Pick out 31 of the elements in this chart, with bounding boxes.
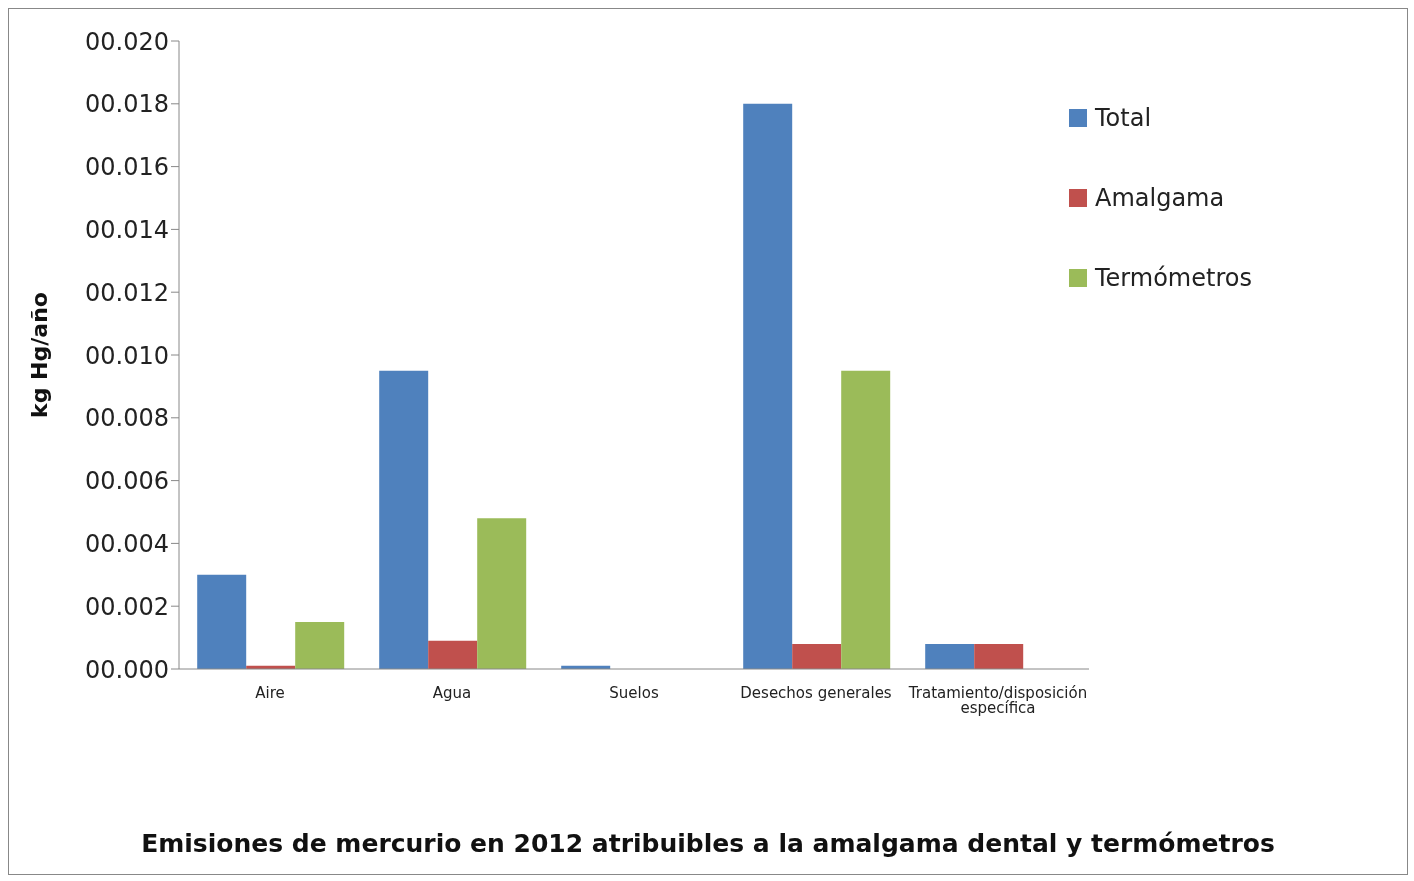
y-tick-label: 00.008 (85, 404, 169, 433)
y-axis-title: kg Hg/año (26, 292, 52, 418)
y-tick-label: 00.010 (85, 341, 169, 370)
y-tick-label: 00.012 (85, 278, 169, 307)
x-tick-label: Tratamiento/disposición específica (907, 683, 1088, 717)
text: Emisiones de mercurio en 2012 atribuibles a la amalgama dental y termómetros (140, 829, 1276, 858)
bar (974, 643, 1024, 669)
legend-label: Amalgama (1094, 184, 1226, 212)
bar (295, 621, 345, 669)
bar (792, 643, 842, 669)
bar (841, 370, 891, 669)
bar (379, 370, 429, 669)
x-tick-label: Suelos (609, 683, 659, 702)
y-tick-label: 00.002 (85, 592, 169, 621)
bar (743, 103, 793, 669)
bar (925, 643, 975, 669)
y-tick-label: 00.020 (85, 27, 169, 56)
y-tick-label: 00.006 (85, 467, 169, 496)
bar (428, 640, 478, 669)
legend-label: Total (1094, 104, 1153, 132)
y-tick-label: 00.004 (85, 529, 169, 558)
y-tick-label: 00.018 (85, 90, 169, 119)
x-tick-label: Agua (432, 683, 472, 702)
y-tick-label: 00.000 (85, 655, 169, 684)
y-tick-label: 00.014 (85, 215, 169, 244)
bar (197, 574, 247, 669)
y-tick-label: 00.016 (85, 153, 169, 182)
x-tick-label: Aire (255, 683, 285, 702)
bar (477, 518, 527, 669)
x-tick-label: Desechos generales (740, 683, 892, 702)
legend-label: Termómetros (1094, 264, 1253, 292)
